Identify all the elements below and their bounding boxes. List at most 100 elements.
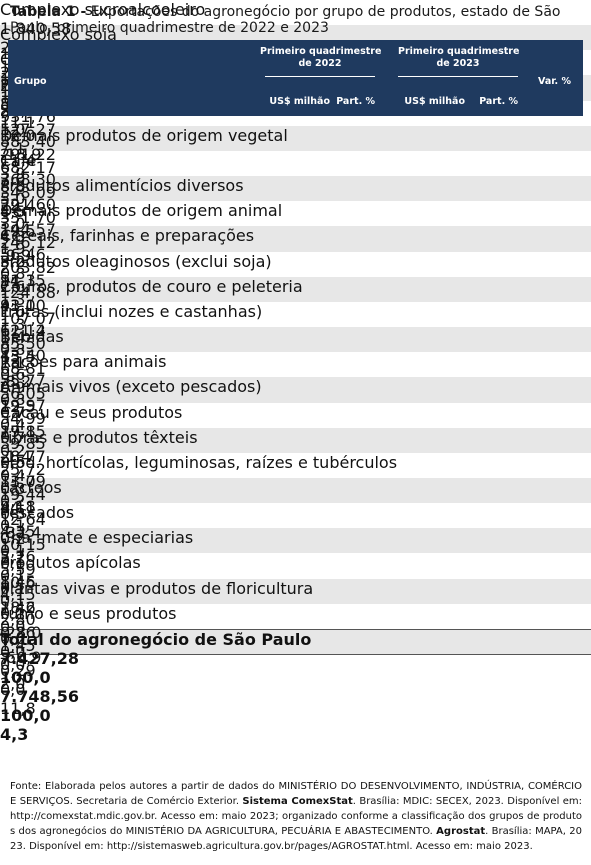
change: -66,9: [0, 648, 42, 668]
value-2023: 68,81: [0, 358, 46, 378]
share-2023: 0,0: [0, 654, 26, 674]
table-row: Pescados 4,35 0,1 5,59 0,1 28,6: [0, 503, 591, 617]
value-2022: 43,40: [0, 346, 46, 366]
value-2022: 527,27: [0, 119, 56, 139]
title-label: Tabela 1 -: [10, 4, 87, 20]
change: -28,0: [0, 623, 42, 643]
value-2023: 1,45: [0, 635, 36, 655]
value-2023: 85,50: [0, 333, 46, 353]
share-2023: 12,0: [0, 126, 36, 146]
share-2022: 0,4: [0, 465, 26, 485]
table-row: Demais produtos de origem animal 144,57 1,…: [0, 201, 591, 315]
share-2022: 7,1: [0, 138, 26, 158]
share-2022: 1,3: [0, 314, 26, 334]
share-2022: 0,6: [0, 365, 26, 385]
share-2022: 100,0: [0, 667, 51, 687]
footer-source: Sistema ComexStat: [242, 796, 353, 807]
table-row: Animais vivos (exceto pescados) 29,97 0,4 3…: [0, 377, 591, 491]
change: 2,0: [0, 673, 26, 693]
share-2023: 0,9: [0, 377, 26, 397]
share-2023: 2,6: [0, 277, 26, 297]
change: 1,0: [0, 120, 26, 140]
value-2023: 331,70: [0, 207, 56, 227]
change: 13,5: [0, 346, 36, 366]
share-2022: 0,0: [0, 616, 26, 636]
value-2023: 124,88: [0, 283, 56, 303]
group-name: Produtos oleaginosos (exclui soja): [0, 251, 272, 271]
header-period: de 2023: [436, 58, 480, 69]
header-value: US$ milhão: [269, 96, 330, 107]
value-2022: 94,35: [0, 270, 46, 290]
footer-text: . Brasília: MAPA, 2023. Disponível em: h…: [10, 826, 582, 852]
value-2023: 2,80: [0, 610, 36, 630]
change: 41,0: [0, 296, 36, 316]
group-name: Demais produtos de origem animal: [0, 201, 283, 221]
change: 10,6: [0, 572, 36, 592]
group-name: Produtos apícolas: [0, 553, 141, 573]
share-2023: 4,5: [0, 201, 26, 221]
share-2022: 0,4: [0, 415, 26, 435]
share-2022: 1,3: [0, 289, 26, 309]
share-2023: 0,5: [0, 453, 26, 473]
value-2023: 107,07: [0, 308, 56, 328]
change: -32,4: [0, 522, 42, 542]
group-name: Animais vivos (exceto pescados): [0, 377, 262, 397]
footer: Fonte: Elaborada pelos autores a partir …: [10, 779, 582, 854]
share-2022: 0,1: [0, 591, 26, 611]
share-2023: 3,2: [0, 252, 26, 272]
share-2023: 0,0: [0, 629, 26, 649]
share-2023: 1,1: [0, 352, 26, 372]
value-2023: 4,15: [0, 585, 36, 605]
value-2022: 56,46: [0, 245, 46, 265]
change: 11,8: [0, 698, 36, 718]
group-name: Cereais, farinhas e preparações: [0, 226, 255, 246]
value-2023: 682,17: [0, 157, 56, 177]
value-2022: 1.840,58: [0, 19, 72, 38]
change: 29,1: [0, 422, 36, 442]
share-2022: 0,8: [0, 339, 26, 359]
change: -18,9: [0, 145, 42, 165]
change: -9,9: [0, 245, 32, 265]
change: 7,0: [0, 170, 26, 190]
header-period: Primeiro quadrimestre: [260, 46, 382, 57]
footer-text: Fonte: Elaborada pelos autores a partir …: [10, 781, 582, 807]
share-2022: 0,1: [0, 541, 26, 561]
table-row: Frutas (inclui nozes e castanhas) 61,14 0,…: [0, 301, 591, 416]
value-2023: 0,29: [0, 660, 36, 680]
value-2023: 883,40: [0, 132, 56, 152]
value-2023: 12,64: [0, 509, 46, 529]
share-2023: 1,4: [0, 327, 26, 347]
table-row: Produtos alimentícios diversos 221,60 3,0 2…: [0, 176, 591, 290]
group-name: Fumo e seus produtos: [0, 603, 177, 623]
title: Tabela 1 - Exportações do agronegócio po…: [10, 4, 582, 36]
change: 4,3: [0, 724, 29, 744]
value-2022: 17,85: [0, 421, 46, 441]
value-2022: 4,35: [0, 522, 36, 542]
share-2023: 0,2: [0, 528, 26, 548]
share-2023: 1,6: [0, 302, 26, 322]
share-2023: 8,8: [0, 176, 26, 196]
value-2022: 1,42: [0, 597, 36, 617]
change: 44,1: [0, 497, 36, 517]
group-name: Plantas vivas e produtos de floricultura: [0, 578, 314, 598]
value-2023: 7.748,56: [0, 686, 79, 706]
change: -8,2: [0, 371, 32, 391]
group-name: Bebidas: [0, 327, 64, 347]
share-2023: 11,4: [0, 151, 36, 171]
share-2022: 0,2: [0, 440, 26, 460]
share-2023: 0,3: [0, 503, 26, 523]
group-name: Pescados: [0, 503, 75, 523]
group-name: Complexo sucroalcooleiro: [0, 0, 206, 19]
value-2022: 221,60: [0, 195, 56, 215]
value-2023: 25,72: [0, 459, 46, 479]
change: 12,5: [0, 396, 36, 416]
total-row: Total do agronegócio de São Paulo 7.427,2…: [0, 628, 591, 744]
table-row: Demais produtos de origem vegetal 291,22 3…: [0, 125, 591, 240]
table-header: Grupo Primeiro quadrimestre de 2022 Prim…: [8, 40, 583, 116]
value-2022: 11,79: [0, 471, 46, 491]
share-2022: 0,1: [0, 515, 26, 535]
title-text: Exportações do agronegócio por grupo de …: [10, 4, 561, 36]
value-2023: 348,09: [0, 182, 56, 202]
share-2022: 5,0: [0, 188, 26, 208]
group-name: Complexo soja: [0, 25, 117, 45]
